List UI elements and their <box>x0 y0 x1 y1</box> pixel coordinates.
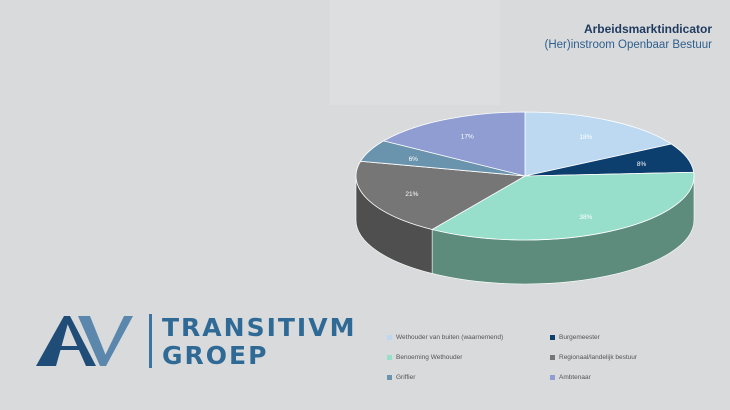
logo-divider <box>149 314 152 368</box>
pie-data-label-1: 8% <box>637 161 647 168</box>
pie-data-label-4: 6% <box>409 156 419 163</box>
pie-data-label-2: 38% <box>579 214 592 221</box>
pie-slice-3 <box>355 160 527 230</box>
legend-item: Benoeming Wethouder <box>387 354 462 361</box>
legend-item: Regionaal/landelijk bestuur <box>550 354 637 361</box>
legend-swatch <box>387 355 392 360</box>
logo-text-line2: GROEP <box>162 341 269 370</box>
legend-label: Benoeming Wethouder <box>396 354 463 361</box>
legend-label: Griffier <box>396 374 416 381</box>
pie-data-label-5: 17% <box>461 133 474 140</box>
legend-label: Wethouder van buiten (waarnemend) <box>396 334 504 341</box>
legend-label: Ambtenaar <box>559 374 591 381</box>
pie-data-label-3: 21% <box>405 191 418 198</box>
legend-item: Griffier <box>387 374 415 381</box>
legend-swatch <box>387 375 392 380</box>
legend-swatch <box>550 375 555 380</box>
legend-swatch <box>387 335 392 340</box>
legend-label: Burgemeester <box>559 334 600 341</box>
pie-slice-2 <box>431 171 695 241</box>
pie-slice-5 <box>382 111 526 177</box>
background-panel <box>330 0 500 105</box>
pie-data-labels: 18% 8% 38% 21% 6% 17% <box>405 133 646 220</box>
page-title: Arbeidsmarktindicator <box>583 22 712 36</box>
pie-slice-0 <box>524 111 673 177</box>
pie-data-label-0: 18% <box>579 134 592 141</box>
pie-slices <box>355 111 695 241</box>
legend-item: Wethouder van buiten (waarnemend) <box>387 334 503 341</box>
logo-text-line1: TRANSITIVM <box>162 313 357 342</box>
page-subtitle: (Her)instroom Openbaar Bestuur <box>544 39 712 51</box>
legend-label: Regionaal/landelijk bestuur <box>559 354 638 361</box>
legend-swatch <box>550 335 555 340</box>
legend-item: Burgemeester <box>550 334 600 341</box>
chart-legend: Wethouder van buiten (waarnemend) Burgeme… <box>387 334 717 394</box>
legend-item: Ambtenaar <box>550 374 591 381</box>
header: Arbeidsmarktindicator (Her)instroom Open… <box>545 22 712 53</box>
legend-swatch <box>550 355 555 360</box>
logo-text: TRANSITIVM GROEP <box>162 314 356 370</box>
logo-mark-icon <box>36 316 133 366</box>
transitivm-logo: TRANSITIVM GROEP <box>34 312 354 374</box>
